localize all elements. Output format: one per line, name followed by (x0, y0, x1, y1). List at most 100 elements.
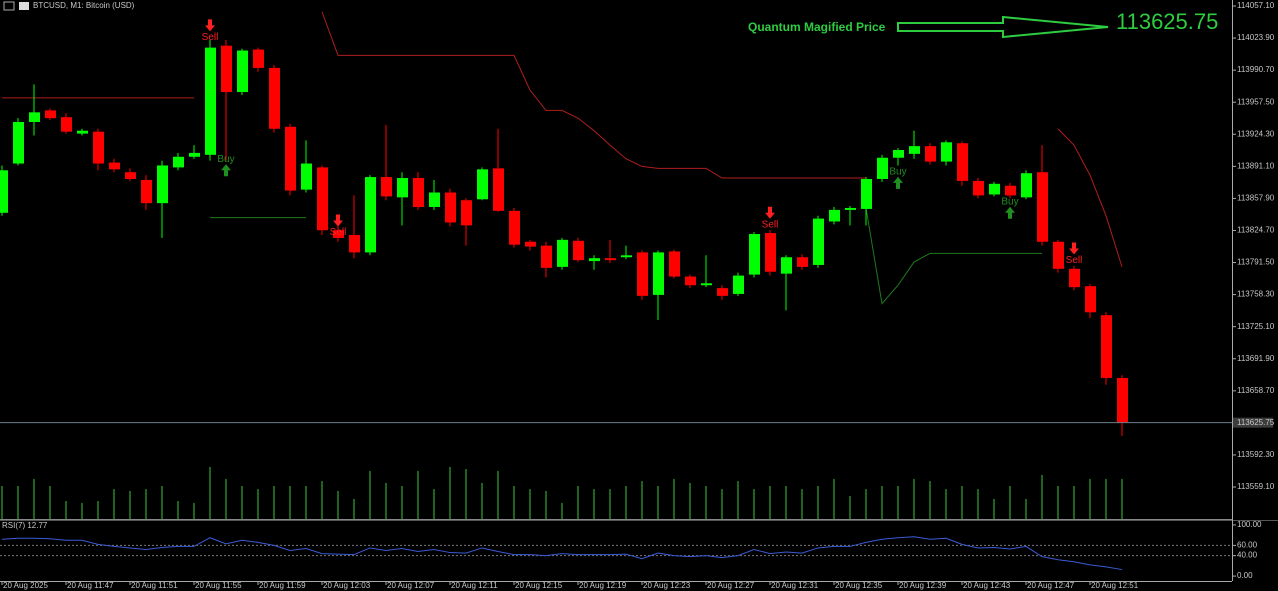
candle-body (205, 47, 216, 155)
y-tick-label: 113791.50 (1237, 258, 1275, 267)
candle-body (221, 45, 232, 93)
rsi-tick-label: 60.00 (1237, 541, 1258, 550)
y-tick-label: 113990.70 (1237, 65, 1275, 74)
rsi-tick-label: 40.00 (1237, 551, 1258, 560)
y-tick-label: 113725.10 (1237, 322, 1275, 331)
candle-body (829, 209, 840, 222)
candle-body (989, 183, 1000, 195)
y-tick-label: 114023.90 (1237, 33, 1275, 42)
signal-arrow (1069, 242, 1079, 255)
candle-body (669, 251, 680, 277)
candle-body (157, 165, 168, 204)
volume-layer (1, 467, 1123, 519)
candle-body (653, 252, 664, 295)
candle-body (1021, 173, 1032, 198)
y-tick-label: 113924.30 (1237, 129, 1275, 138)
y-tick-label: 114057.10 (1237, 1, 1275, 10)
candle-body (957, 143, 968, 181)
signal-label: Buy (889, 166, 906, 177)
candle-body (621, 255, 632, 258)
candle-body (445, 192, 456, 223)
rsi-title: RSI(7) 12.77 (2, 521, 48, 530)
candle-body (1037, 172, 1048, 242)
candle-body (861, 178, 872, 209)
candle-body (749, 234, 760, 275)
x-tick-label: 20 Aug 11:47 (67, 581, 114, 590)
candle-body (317, 167, 328, 231)
candle-body (141, 179, 152, 204)
annotation-arrow (897, 15, 1109, 39)
candle-body (573, 240, 584, 261)
x-tick-label: 20 Aug 12:11 (451, 581, 498, 590)
candle-body (429, 192, 440, 208)
candle-body (61, 117, 72, 132)
candle-body (813, 218, 824, 265)
candle-body (45, 110, 56, 119)
signal-label: Sell (330, 227, 347, 238)
current-price-label: 113625.75 (1237, 418, 1275, 427)
signal-arrow (221, 164, 231, 177)
candle-body (509, 210, 520, 245)
y-tick-label: 113559.10 (1237, 482, 1275, 491)
candle-body (893, 150, 904, 158)
candle-body (125, 172, 136, 179)
signal-label: Sell (1066, 255, 1083, 266)
icon (3, 1, 15, 11)
big-price: 113625.75 (1116, 9, 1218, 34)
y-tick-label: 113891.10 (1237, 161, 1275, 170)
candle-body (397, 178, 408, 198)
candle-body (589, 258, 600, 262)
current-price-box (1233, 417, 1273, 428)
chart-title: BTCUSD, M1: Bitcoin (USD) (33, 1, 135, 10)
candle-body (941, 142, 952, 162)
x-tick-label: 20 Aug 12:43 (963, 581, 1011, 590)
candle-body (413, 178, 424, 208)
signal-arrow (765, 206, 775, 219)
icon (19, 2, 29, 10)
candle-body (109, 162, 120, 170)
y-tick-label: 113758.30 (1237, 290, 1275, 299)
signal-arrow (1005, 206, 1015, 219)
y-tick-label: 113691.90 (1237, 354, 1275, 363)
x-tick-label: 20 Aug 12:27 (707, 581, 755, 590)
y-tick-label: 113592.30 (1237, 450, 1275, 459)
header-icons (3, 1, 29, 11)
y-tick-label: 113857.90 (1237, 194, 1275, 203)
trend-line (210, 207, 1042, 305)
candle-body (173, 156, 184, 168)
candle-body (13, 121, 24, 164)
candle-body (381, 177, 392, 197)
candle-body (1085, 286, 1096, 313)
y-tick-label: 113957.50 (1237, 97, 1275, 106)
candle-body (365, 177, 376, 253)
x-tick-label: 20 Aug 2025 (3, 581, 48, 590)
signal-arrow (205, 19, 215, 32)
signal-label: Sell (762, 219, 779, 230)
rsi-tick-label: 100.00 (1237, 520, 1262, 529)
candle-body (301, 163, 312, 190)
candle-body (605, 258, 616, 261)
candle-body (637, 252, 648, 296)
candle-body (701, 283, 712, 286)
candle-body (973, 180, 984, 196)
signal-label: Sell (202, 32, 219, 43)
candle-body (1005, 185, 1016, 196)
signal-arrow (893, 176, 903, 189)
rsi-line (1, 536, 1123, 571)
candle-body (877, 157, 888, 179)
candle-body (77, 130, 88, 134)
x-tick-label: 20 Aug 11:55 (195, 581, 242, 590)
candle-body (0, 170, 8, 213)
candle-body (461, 200, 472, 226)
candle-body (333, 230, 344, 238)
x-tick-label: 20 Aug 12:07 (387, 581, 435, 590)
candle-body (685, 276, 696, 286)
price-layer: Sell Sell Sell Sell Buy Buy Buy (0, 11, 1232, 436)
candle-body (237, 50, 248, 93)
x-tick-label: 20 Aug 12:51 (1091, 581, 1139, 590)
candle-body (493, 168, 504, 211)
candle-body (285, 126, 296, 191)
candle-body (1069, 268, 1080, 288)
annotation: Quantum Magified Price (748, 20, 886, 34)
candle-body (1053, 241, 1064, 269)
